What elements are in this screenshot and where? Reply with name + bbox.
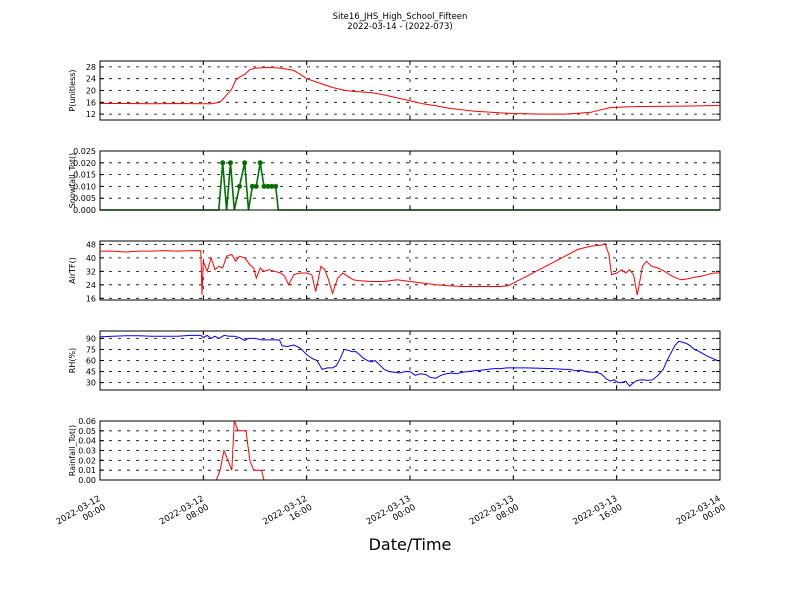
chart-panel: 12 16 20 24 28 P(unitless) bbox=[68, 60, 721, 121]
series-line bbox=[100, 66, 721, 115]
data-point bbox=[220, 160, 226, 166]
y-tick-label: 32 bbox=[86, 267, 96, 276]
y-tick-label: 0.06 bbox=[78, 417, 96, 426]
y-tick-label: 28 bbox=[86, 63, 96, 72]
y-tick-label: 45 bbox=[86, 368, 96, 377]
chart-panel: 16 24 32 40 48 AirTF() bbox=[68, 240, 721, 303]
data-point bbox=[249, 183, 255, 189]
y-tick-label: 12 bbox=[86, 110, 96, 119]
data-point bbox=[261, 183, 267, 189]
y-tick-label: 0.05 bbox=[78, 427, 96, 436]
x-axis-label: Date/Time bbox=[369, 535, 452, 554]
y-tick-label: 24 bbox=[86, 281, 96, 290]
y-tick-label: 16 bbox=[86, 98, 96, 107]
y-tick-label: 0.00 bbox=[78, 476, 96, 485]
y-axis-label: P(unitless) bbox=[68, 69, 77, 111]
figure-title: Site16_JHS_High_School_Fifteen bbox=[333, 12, 468, 22]
series-line bbox=[100, 242, 720, 295]
y-tick-label: 20 bbox=[86, 87, 96, 96]
chart-panel: 0.000.010.020.030.040.050.06Rainfall_Tot… bbox=[68, 417, 721, 485]
y-tick-label: 24 bbox=[86, 75, 96, 84]
y-axis-label: Snowfall_Tot() bbox=[68, 153, 77, 209]
y-tick-label: 0.000 bbox=[73, 206, 96, 215]
data-point bbox=[227, 160, 233, 166]
y-axis-label: RH(%) bbox=[68, 348, 77, 373]
y-tick-label: 0.005 bbox=[73, 194, 96, 203]
y-tick-label: 48 bbox=[86, 240, 96, 249]
series-line bbox=[99, 334, 721, 388]
y-tick-label: 0.010 bbox=[73, 182, 96, 191]
chart-panel: 30 45 60 75 90 RH(%) bbox=[68, 330, 721, 391]
y-axis-label: AirTF() bbox=[68, 257, 77, 284]
data-point bbox=[265, 183, 271, 189]
data-point bbox=[242, 160, 248, 166]
data-point bbox=[237, 183, 242, 189]
y-tick-label: 0.04 bbox=[78, 437, 96, 446]
y-tick-label: 0.015 bbox=[73, 171, 96, 180]
y-tick-label: 60 bbox=[86, 357, 96, 366]
data-point bbox=[257, 160, 263, 166]
y-tick-label: 0.025 bbox=[73, 147, 96, 156]
y-tick-label: 0.020 bbox=[73, 159, 96, 168]
y-tick-label: 30 bbox=[86, 379, 96, 388]
figure-subtitle: 2022-03-14 - (2022-073) bbox=[347, 22, 452, 32]
y-tick-label: 0.02 bbox=[78, 456, 96, 465]
y-tick-label: 90 bbox=[86, 334, 96, 343]
chart-panel: 0.000 0.005 0.010 0.015 0.020 0.025Snowfall_T… bbox=[68, 147, 721, 215]
y-tick-label: 0.01 bbox=[78, 466, 96, 475]
y-tick-label: 75 bbox=[86, 345, 96, 354]
data-point bbox=[253, 183, 259, 189]
y-tick-label: 0.03 bbox=[78, 447, 96, 456]
chart-panels: 12 16 20 24 28 P(unitless) 0.000 0.005 0.010 0.01… bbox=[68, 60, 721, 485]
y-axis-label: Rainfall_Tot() bbox=[68, 425, 77, 477]
data-point bbox=[269, 183, 275, 189]
y-tick-label: 40 bbox=[86, 254, 96, 263]
data-point bbox=[273, 183, 279, 189]
y-tick-label: 16 bbox=[86, 294, 96, 303]
